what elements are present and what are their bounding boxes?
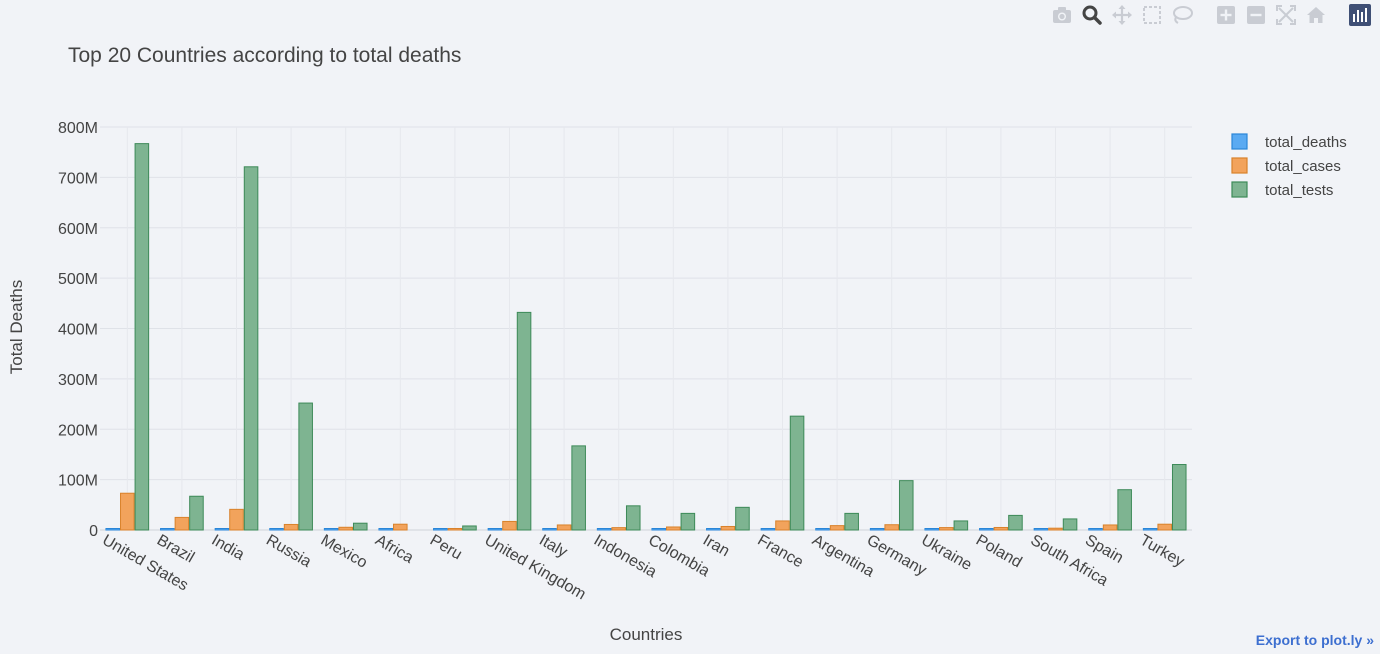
bar-total_cases-france[interactable] bbox=[775, 520, 790, 531]
bar-total_deaths-south-africa[interactable] bbox=[1033, 528, 1049, 531]
bar-total_cases-africa[interactable] bbox=[393, 523, 408, 531]
bar-total_deaths-italy[interactable] bbox=[542, 528, 557, 531]
bar-total_tests-india[interactable] bbox=[243, 166, 259, 531]
legend-label-total_deaths[interactable]: total_deaths bbox=[1265, 134, 1347, 151]
lasso-select-icon[interactable] bbox=[1170, 3, 1194, 27]
bar-total_tests-indonesia[interactable] bbox=[625, 505, 641, 531]
bar-total_cases-india[interactable] bbox=[229, 508, 244, 531]
pan-icon[interactable] bbox=[1110, 3, 1134, 27]
export-to-plotly-link[interactable]: Export to plot.ly » bbox=[1255, 632, 1374, 648]
y-tick-label: 800M bbox=[58, 120, 98, 137]
bar-total_deaths-russia[interactable] bbox=[269, 528, 284, 531]
gridlines bbox=[100, 126, 1192, 531]
y-tick-label: 700M bbox=[58, 170, 98, 187]
bar-total_deaths-mexico[interactable] bbox=[323, 528, 339, 531]
bar-total_cases-italy[interactable] bbox=[556, 524, 572, 531]
bar-total_deaths-france[interactable] bbox=[760, 528, 776, 531]
chart-title: Top 20 Countries according to total deat… bbox=[68, 44, 461, 67]
bar-total_tests-france[interactable] bbox=[789, 415, 805, 531]
plotly-logo-icon[interactable] bbox=[1348, 3, 1372, 27]
bar-total_deaths-peru[interactable] bbox=[433, 528, 448, 531]
y-tick-label: 0 bbox=[89, 523, 98, 540]
bar-total_deaths-germany[interactable] bbox=[869, 528, 885, 531]
autoscale-icon[interactable] bbox=[1274, 3, 1298, 27]
bar-total_cases-germany[interactable] bbox=[884, 524, 899, 531]
reset-axes-icon[interactable] bbox=[1304, 3, 1328, 27]
bar-total_cases-peru[interactable] bbox=[447, 527, 463, 531]
bar-total_deaths-spain[interactable] bbox=[1088, 528, 1103, 531]
bar-total_tests-spain[interactable] bbox=[1117, 489, 1132, 531]
bar-total_tests-brazil[interactable] bbox=[189, 495, 204, 531]
legend-label-total_cases[interactable]: total_cases bbox=[1265, 158, 1341, 175]
bar-total_tests-ukraine[interactable] bbox=[953, 520, 969, 531]
bar-total_deaths-colombia[interactable] bbox=[651, 528, 667, 531]
bar-total_deaths-brazil[interactable] bbox=[160, 528, 175, 531]
legend-swatch-total_deaths[interactable] bbox=[1231, 133, 1248, 150]
bar-total_cases-south-africa[interactable] bbox=[1048, 527, 1063, 531]
bar-total_deaths-africa[interactable] bbox=[378, 528, 394, 531]
bar-total_cases-argentina[interactable] bbox=[829, 525, 845, 531]
bar-total_tests-italy[interactable] bbox=[571, 445, 586, 531]
bar-total_tests-argentina[interactable] bbox=[844, 512, 859, 531]
bar-total_tests-united-kingdom[interactable] bbox=[516, 311, 532, 531]
y-tick-labels: 0 100M 200M 300M 400M 500M 600M 700M 800M bbox=[58, 120, 98, 540]
y-axis-label: Total Deaths bbox=[7, 280, 26, 375]
bar-total_deaths-indonesia[interactable] bbox=[596, 528, 612, 531]
legend-swatch-total_cases[interactable] bbox=[1231, 157, 1248, 174]
zoom-out-icon[interactable] bbox=[1244, 3, 1268, 27]
bar-total_tests-united-states[interactable] bbox=[134, 143, 150, 531]
bar-total_cases-spain[interactable] bbox=[1102, 524, 1118, 531]
bar-total_tests-colombia[interactable] bbox=[680, 512, 696, 531]
bar-total_tests-russia[interactable] bbox=[298, 402, 313, 531]
bar-total_tests-mexico[interactable] bbox=[352, 522, 368, 531]
bar-total_deaths-iran[interactable] bbox=[706, 528, 721, 531]
bar-total_tests-peru[interactable] bbox=[462, 525, 477, 531]
legend-swatch-total_tests[interactable] bbox=[1231, 181, 1248, 198]
y-tick-label: 300M bbox=[58, 372, 98, 389]
bar-total_tests-turkey[interactable] bbox=[1171, 464, 1187, 531]
bar-total_cases-united-states[interactable] bbox=[120, 492, 135, 531]
bar-total_cases-indonesia[interactable] bbox=[611, 527, 626, 531]
bar-total_cases-colombia[interactable] bbox=[666, 526, 681, 531]
bar-total_cases-ukraine[interactable] bbox=[939, 527, 954, 531]
modebar bbox=[1044, 2, 1372, 28]
bar-total_tests-iran[interactable] bbox=[735, 506, 750, 531]
legend[interactable]: total_deaths total_cases total_tests bbox=[1231, 133, 1347, 199]
y-tick-label: 100M bbox=[58, 473, 98, 490]
bar-total_cases-russia[interactable] bbox=[283, 523, 299, 531]
zoom-in-icon[interactable] bbox=[1214, 3, 1238, 27]
bar-total_deaths-turkey[interactable] bbox=[1142, 528, 1158, 531]
legend-label-total_tests[interactable]: total_tests bbox=[1265, 182, 1333, 199]
bar-total_cases-poland[interactable] bbox=[993, 526, 1009, 531]
bar-total_deaths-poland[interactable] bbox=[979, 528, 994, 531]
bar-total_cases-brazil[interactable] bbox=[174, 516, 190, 531]
x-axis-label: Countries bbox=[610, 625, 683, 644]
y-tick-label: 600M bbox=[58, 221, 98, 238]
bar-total_deaths-united-kingdom[interactable] bbox=[487, 528, 503, 531]
bar-total_tests-germany[interactable] bbox=[898, 480, 914, 531]
y-tick-label: 200M bbox=[58, 422, 98, 439]
bar-total_deaths-united-states[interactable] bbox=[105, 528, 121, 531]
bars-group bbox=[105, 143, 1187, 531]
y-tick-label: 400M bbox=[58, 322, 98, 339]
bar-total_tests-south-africa[interactable] bbox=[1062, 518, 1078, 531]
bar-total_deaths-india[interactable] bbox=[214, 528, 230, 531]
bar-total_cases-turkey[interactable] bbox=[1157, 523, 1172, 531]
bar-total_deaths-ukraine[interactable] bbox=[924, 528, 940, 531]
camera-icon[interactable] bbox=[1050, 3, 1074, 27]
bar-total_tests-poland[interactable] bbox=[1008, 514, 1023, 531]
bar-total_deaths-argentina[interactable] bbox=[815, 528, 830, 531]
y-tick-label: 500M bbox=[58, 271, 98, 288]
box-select-icon[interactable] bbox=[1140, 3, 1164, 27]
zoom-icon[interactable] bbox=[1080, 3, 1104, 27]
bar-total_cases-mexico[interactable] bbox=[338, 526, 353, 531]
bar-total_cases-iran[interactable] bbox=[720, 525, 736, 531]
bar-total_cases-united-kingdom[interactable] bbox=[502, 520, 517, 531]
